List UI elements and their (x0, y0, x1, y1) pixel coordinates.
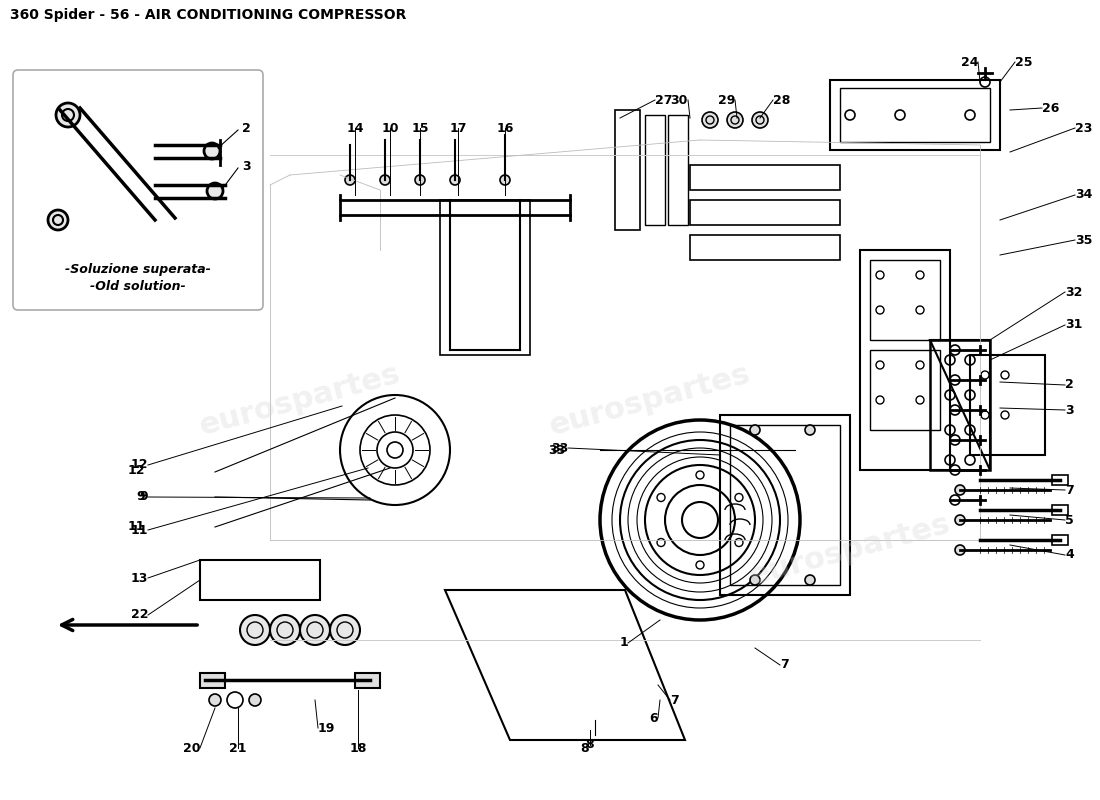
Circle shape (56, 103, 80, 127)
Bar (690, 200, 840, 225)
Text: 4: 4 (1065, 549, 1074, 562)
Text: 35: 35 (1075, 234, 1092, 246)
Text: eurospartes: eurospartes (547, 359, 754, 441)
Text: 7: 7 (670, 694, 679, 706)
Text: 9: 9 (136, 490, 145, 503)
Bar (690, 165, 840, 190)
Circle shape (805, 425, 815, 435)
Circle shape (249, 694, 261, 706)
Text: 13: 13 (131, 571, 149, 585)
Circle shape (702, 112, 718, 128)
Circle shape (379, 175, 390, 185)
Text: 28: 28 (773, 94, 791, 106)
Bar (615, 110, 640, 230)
Text: 8: 8 (581, 742, 590, 754)
Text: 11: 11 (131, 523, 149, 537)
Circle shape (750, 425, 760, 435)
Text: 15: 15 (411, 122, 429, 134)
Text: 22: 22 (131, 609, 149, 622)
Circle shape (204, 143, 220, 159)
Circle shape (955, 515, 965, 525)
Text: 23: 23 (1075, 122, 1092, 134)
Circle shape (48, 210, 68, 230)
Circle shape (300, 615, 330, 645)
Circle shape (752, 112, 768, 128)
Text: 10: 10 (382, 122, 398, 134)
Circle shape (955, 485, 965, 495)
Bar (645, 115, 665, 225)
Circle shape (240, 615, 270, 645)
FancyBboxPatch shape (13, 70, 263, 310)
Text: -Soluzione superata-: -Soluzione superata- (65, 263, 211, 277)
Circle shape (270, 615, 300, 645)
Text: 31: 31 (1065, 318, 1082, 331)
Text: 360 Spider - 56 - AIR CONDITIONING COMPRESSOR: 360 Spider - 56 - AIR CONDITIONING COMPR… (10, 8, 406, 22)
Circle shape (500, 175, 510, 185)
Text: 33: 33 (551, 442, 568, 454)
Text: 2: 2 (1065, 378, 1074, 391)
Text: 29: 29 (717, 94, 735, 106)
Text: 27: 27 (654, 94, 672, 106)
Bar (870, 350, 940, 430)
Text: 12: 12 (128, 463, 145, 477)
Text: 5: 5 (1065, 514, 1074, 526)
Text: 33: 33 (548, 443, 565, 457)
Bar (1052, 475, 1068, 485)
Circle shape (345, 175, 355, 185)
Bar (970, 355, 1045, 455)
Text: eurospartes: eurospartes (196, 359, 404, 441)
Text: 12: 12 (131, 458, 149, 471)
Text: 20: 20 (183, 742, 200, 754)
Circle shape (750, 575, 760, 585)
Text: 17: 17 (449, 122, 466, 134)
Text: 3: 3 (242, 159, 251, 173)
Bar (830, 80, 1000, 150)
Bar (930, 340, 990, 470)
Text: 21: 21 (229, 742, 246, 754)
Bar (200, 560, 320, 600)
Text: eurospartes: eurospartes (746, 509, 954, 591)
Circle shape (209, 694, 221, 706)
Bar (355, 673, 380, 688)
Bar (1052, 505, 1068, 515)
Bar (870, 260, 940, 340)
Text: 19: 19 (318, 722, 336, 734)
Circle shape (727, 112, 742, 128)
Bar (1052, 535, 1068, 545)
Text: 11: 11 (128, 521, 145, 534)
Text: 16: 16 (496, 122, 514, 134)
Bar (720, 415, 850, 595)
Text: 8: 8 (585, 738, 594, 751)
Text: 2: 2 (242, 122, 251, 134)
Text: 3: 3 (1065, 403, 1074, 417)
Bar (730, 425, 840, 585)
Text: 26: 26 (1042, 102, 1059, 114)
Text: 18: 18 (350, 742, 366, 754)
Text: 25: 25 (1015, 55, 1033, 69)
Text: 30: 30 (671, 94, 688, 106)
Bar (860, 250, 950, 470)
Bar (440, 200, 530, 355)
Text: -Old solution-: -Old solution- (90, 281, 186, 294)
Text: 6: 6 (649, 711, 658, 725)
Circle shape (955, 545, 965, 555)
Bar (690, 235, 840, 260)
Text: 9: 9 (140, 490, 148, 503)
Circle shape (207, 183, 223, 199)
Bar (200, 673, 225, 688)
Circle shape (805, 575, 815, 585)
Bar (668, 115, 688, 225)
Text: 1: 1 (619, 637, 628, 650)
Text: 14: 14 (346, 122, 364, 134)
Text: 24: 24 (960, 55, 978, 69)
Circle shape (450, 175, 460, 185)
Circle shape (330, 615, 360, 645)
Bar (840, 88, 990, 142)
Text: 7: 7 (1065, 483, 1074, 497)
Circle shape (415, 175, 425, 185)
Text: 32: 32 (1065, 286, 1082, 298)
Text: 7: 7 (780, 658, 789, 671)
Text: 34: 34 (1075, 189, 1092, 202)
